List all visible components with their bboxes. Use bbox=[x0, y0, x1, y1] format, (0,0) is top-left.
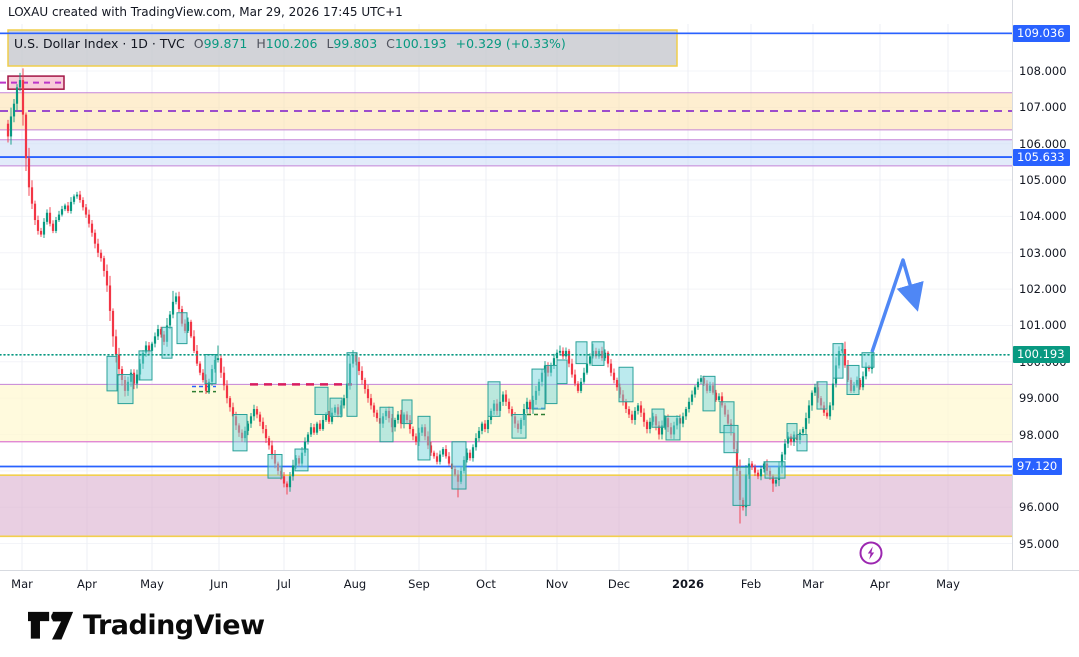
price-badge-105633: 105.633 bbox=[1013, 148, 1070, 166]
price-badge-109036: 109.036 bbox=[1013, 24, 1070, 42]
highlight-box bbox=[846, 364, 860, 396]
highlight-box bbox=[106, 355, 118, 392]
highlight-box bbox=[832, 343, 844, 379]
low-value: 99.803 bbox=[333, 36, 378, 51]
time-axis-label-apr: Apr bbox=[870, 577, 890, 591]
time-axis-label-mar: Mar bbox=[11, 577, 33, 591]
price-badge-100193: 100.193 bbox=[1013, 346, 1070, 364]
time-axis-label-2026: 2026 bbox=[671, 577, 705, 591]
time-axis-label-may: May bbox=[936, 577, 960, 591]
high-value: 100.206 bbox=[265, 36, 318, 51]
chart-plot-area[interactable] bbox=[0, 0, 1012, 597]
highlight-box bbox=[294, 448, 309, 472]
highlight-box bbox=[417, 415, 431, 461]
price-axis-label: 98.000 bbox=[1019, 427, 1060, 442]
tradingview-logo-mark bbox=[28, 611, 74, 640]
time-axis-label-apr: Apr bbox=[77, 577, 97, 591]
highlight-box bbox=[451, 441, 467, 490]
price-axis-label: 96.000 bbox=[1019, 500, 1060, 515]
price-axis-label: 107.000 bbox=[1019, 100, 1067, 115]
highlight-box bbox=[379, 406, 394, 443]
time-axis-label-jul: Jul bbox=[277, 577, 291, 591]
open-label: O bbox=[193, 36, 204, 51]
highlight-box bbox=[545, 364, 558, 405]
highlight-box bbox=[161, 326, 173, 359]
highlight-box bbox=[232, 414, 248, 452]
highlight-box bbox=[401, 399, 413, 425]
highlight-box bbox=[732, 466, 751, 506]
time-axis-label-feb: Feb bbox=[740, 577, 762, 591]
highlight-box bbox=[861, 352, 875, 368]
highlight-box bbox=[117, 374, 134, 405]
price-axis-label: 101.000 bbox=[1019, 318, 1067, 333]
time-axis-label-jun: Jun bbox=[210, 577, 228, 591]
highlight-box bbox=[764, 461, 786, 479]
change-value: +0.329 (+0.33%) bbox=[455, 36, 566, 51]
highlight-box bbox=[531, 368, 546, 410]
low-label: L bbox=[326, 36, 334, 51]
price-badge-97120: 97.120 bbox=[1013, 457, 1063, 475]
highlight-box bbox=[651, 408, 665, 428]
symbol-info-bar[interactable]: U.S. Dollar Index · 1D · TVC O99.871 H100.… bbox=[14, 36, 566, 51]
demand-zone-pink bbox=[0, 475, 1012, 537]
time-axis[interactable]: Mar Apr May Jun Jul Aug Sep Oct Nov Dec 2026 Feb Mar… bbox=[0, 570, 1079, 599]
highlight-box bbox=[591, 341, 605, 366]
event-lightning-icon[interactable] bbox=[859, 541, 883, 565]
price-axis-label: 103.000 bbox=[1019, 245, 1067, 260]
highlight-box bbox=[176, 312, 188, 345]
time-axis-label-oct: Oct bbox=[476, 577, 496, 591]
highlight-box bbox=[702, 375, 716, 412]
highlight-box bbox=[816, 381, 828, 410]
price-axis-label: 102.000 bbox=[1019, 282, 1067, 297]
highlight-box bbox=[138, 350, 153, 381]
time-axis-label-sep: Sep bbox=[408, 577, 430, 591]
highlight-box bbox=[575, 341, 588, 365]
close-label: C bbox=[386, 36, 395, 51]
price-axis[interactable]: 108.000 107.000 106.000 105.000 104.000 103.0… bbox=[1012, 0, 1079, 570]
symbol-title[interactable]: U.S. Dollar Index · 1D · TVC bbox=[14, 36, 185, 51]
highlight-box bbox=[204, 354, 217, 385]
highlight-box bbox=[796, 434, 808, 452]
time-axis-label-aug: Aug bbox=[343, 577, 367, 591]
price-axis-label: 108.000 bbox=[1019, 64, 1067, 78]
price-axis-label: 106.000 bbox=[1019, 136, 1067, 151]
time-axis-label-dec: Dec bbox=[607, 577, 631, 591]
highlight-box bbox=[786, 423, 798, 439]
highlight-box bbox=[329, 397, 343, 417]
resistance-zone-blue bbox=[0, 139, 1012, 166]
highlight-box bbox=[618, 366, 634, 403]
price-axis-label: 99.000 bbox=[1019, 391, 1060, 406]
time-axis-label-nov: Nov bbox=[545, 577, 569, 591]
footer: TradingView bbox=[0, 598, 1079, 657]
highlight-box bbox=[723, 424, 739, 454]
gray-mask-box bbox=[7, 29, 678, 67]
highlight-box bbox=[511, 414, 527, 439]
chart-canvas[interactable] bbox=[0, 0, 1012, 597]
highlight-box bbox=[314, 386, 329, 416]
close-value: 100.193 bbox=[394, 36, 447, 51]
tradingview-wordmark: TradingView bbox=[83, 610, 265, 641]
price-axis-label: 95.000 bbox=[1019, 536, 1060, 551]
highlight-box bbox=[267, 453, 283, 479]
tradingview-logo: TradingView bbox=[28, 610, 265, 641]
trend-arrow-drawing[interactable] bbox=[870, 258, 924, 353]
time-axis-label-may: May bbox=[140, 577, 164, 591]
highlight-box bbox=[346, 352, 358, 417]
high-label: H bbox=[256, 36, 266, 51]
time-axis-label-mar: Mar bbox=[802, 577, 824, 591]
highlight-box bbox=[556, 359, 568, 385]
candlestick-series bbox=[6, 68, 874, 524]
open-value: 99.871 bbox=[203, 36, 248, 51]
price-axis-label: 104.000 bbox=[1019, 209, 1067, 224]
highlight-box bbox=[665, 415, 681, 441]
attribution-text: LOXAU created with TradingView.com, Mar … bbox=[8, 5, 403, 19]
highlight-box bbox=[487, 381, 501, 417]
price-axis-label: 105.000 bbox=[1019, 173, 1067, 188]
